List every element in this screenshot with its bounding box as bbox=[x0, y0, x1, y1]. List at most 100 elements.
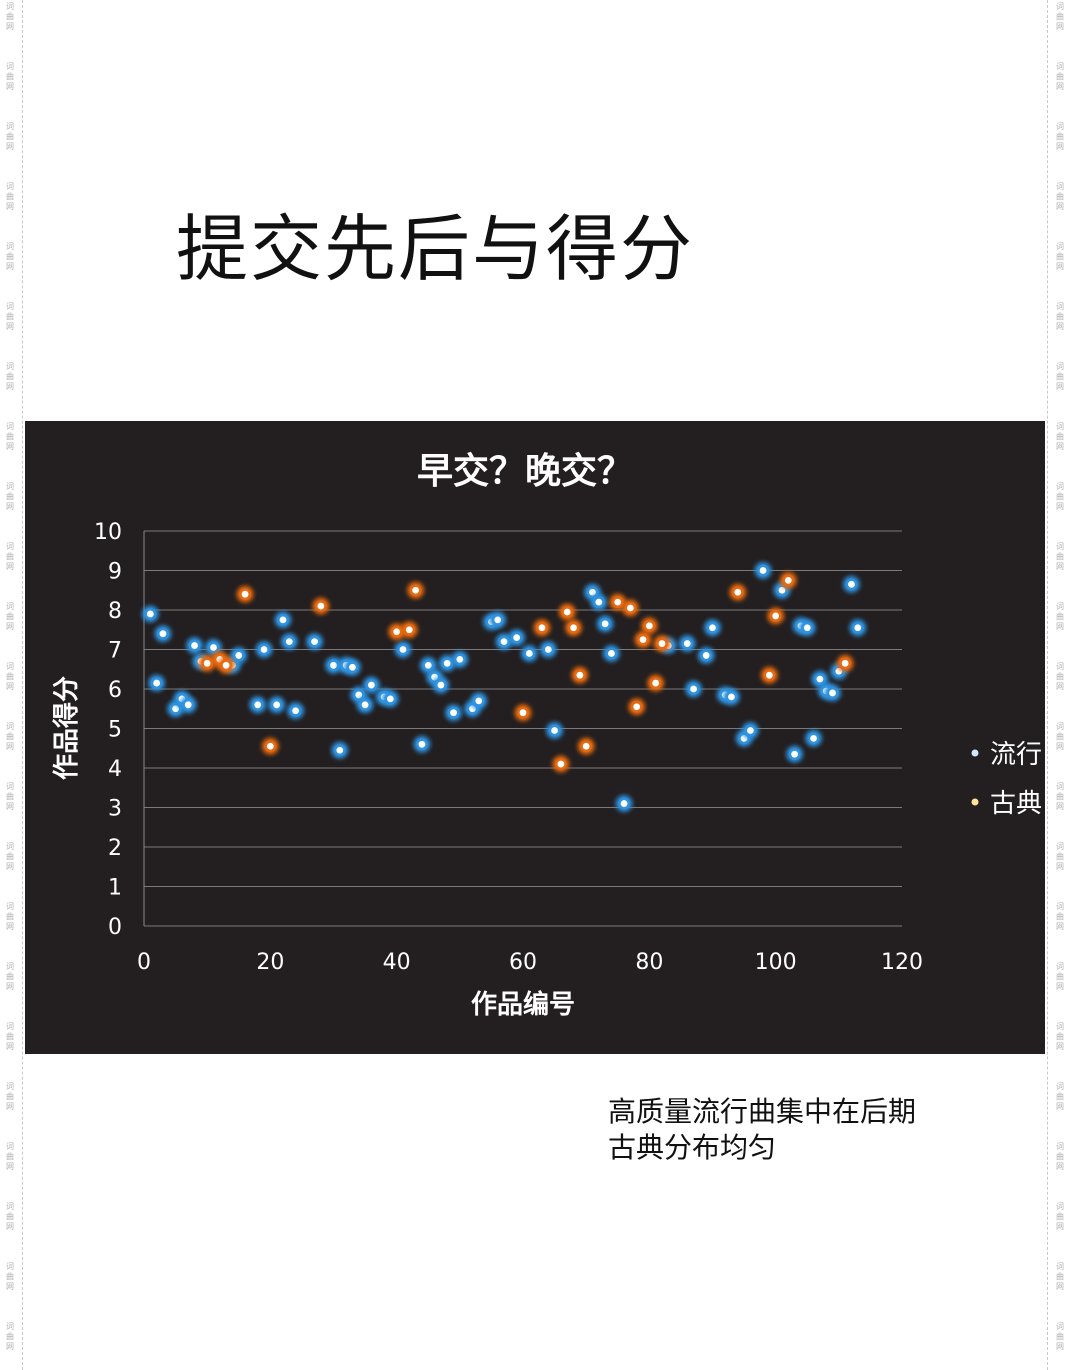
scatter-point bbox=[154, 625, 172, 643]
scatter-point bbox=[394, 641, 412, 658]
scatter-point bbox=[407, 581, 425, 599]
watermark-stamp: 词曲网 bbox=[1056, 182, 1064, 211]
y-tick-label: 2 bbox=[108, 836, 122, 861]
scatter-point bbox=[280, 633, 298, 651]
scatter-point bbox=[704, 619, 721, 637]
scatter-point bbox=[647, 674, 665, 692]
watermark-stamp: 词曲网 bbox=[6, 902, 14, 931]
right-page-edge bbox=[1047, 0, 1070, 1370]
x-tick-label: 20 bbox=[256, 950, 284, 975]
watermark-stamp: 词曲网 bbox=[1056, 722, 1064, 751]
watermark-stamp: 词曲网 bbox=[1056, 962, 1064, 991]
watermark-stamp: 词曲网 bbox=[1056, 1142, 1064, 1171]
scatter-point bbox=[615, 795, 633, 813]
x-tick-label: 120 bbox=[881, 950, 923, 975]
watermark-stamp: 词曲网 bbox=[1056, 1202, 1064, 1231]
watermark-stamp: 词曲网 bbox=[6, 842, 14, 871]
caption-line-1: 高质量流行曲集中在后期 bbox=[608, 1095, 917, 1128]
caption-line-2: 古典分布均匀 bbox=[608, 1131, 777, 1164]
scatter-point bbox=[470, 692, 488, 710]
watermark-stamp: 词曲网 bbox=[6, 602, 14, 631]
scatter-point bbox=[261, 737, 279, 755]
scatter-point bbox=[685, 680, 703, 698]
y-tick-label: 7 bbox=[108, 639, 122, 664]
watermark-stamp: 词曲网 bbox=[1056, 1262, 1064, 1291]
watermark-stamp: 词曲网 bbox=[6, 1082, 14, 1111]
scatter-point bbox=[678, 635, 696, 653]
y-tick-label: 4 bbox=[108, 757, 122, 782]
watermark-stamp: 词曲网 bbox=[6, 62, 14, 91]
watermark-stamp: 词曲网 bbox=[6, 1202, 14, 1231]
series-classical bbox=[198, 571, 854, 773]
legend-marker bbox=[971, 749, 979, 757]
scatter-point bbox=[356, 696, 374, 714]
watermark-stamp: 词曲网 bbox=[6, 2, 14, 31]
watermark-stamp: 词曲网 bbox=[1056, 1082, 1064, 1111]
scatter-point bbox=[602, 644, 620, 662]
watermark-stamp: 词曲网 bbox=[1056, 662, 1064, 691]
scatter-point bbox=[571, 666, 589, 684]
y-tick-label: 3 bbox=[108, 797, 122, 822]
scatter-point bbox=[312, 597, 330, 615]
series-pop bbox=[141, 562, 867, 813]
scatter-point bbox=[432, 676, 450, 694]
scatter-point bbox=[533, 619, 551, 637]
watermark-stamp: 词曲网 bbox=[6, 362, 14, 391]
scatter-point bbox=[141, 605, 159, 623]
scatter-point bbox=[413, 735, 431, 753]
watermark-stamp: 词曲网 bbox=[1056, 602, 1064, 631]
watermark-stamp: 词曲网 bbox=[1056, 482, 1064, 511]
page-title: 提交先后与得分 bbox=[176, 207, 695, 291]
y-axis-title: 作品得分 bbox=[52, 676, 82, 780]
scatter-point bbox=[628, 698, 646, 716]
scatter-point bbox=[236, 585, 254, 603]
scatter-point bbox=[388, 623, 406, 641]
scatter-point bbox=[741, 721, 759, 739]
legend-item-classical: 古典 bbox=[971, 789, 1042, 819]
watermark-stamp: 词曲网 bbox=[6, 1262, 14, 1291]
scatter-point bbox=[609, 593, 627, 611]
scatter-point bbox=[179, 696, 197, 714]
scatter-point bbox=[805, 729, 823, 747]
y-tick-label: 5 bbox=[108, 718, 122, 743]
watermark-stamp: 词曲网 bbox=[6, 1322, 14, 1351]
scatter-point bbox=[520, 644, 538, 662]
legend-item-pop: 流行 bbox=[971, 740, 1042, 770]
watermark-stamp: 词曲网 bbox=[6, 422, 14, 451]
scatter-point bbox=[577, 737, 595, 755]
watermark-stamp: 词曲网 bbox=[6, 122, 14, 151]
watermark-stamp: 词曲网 bbox=[6, 962, 14, 991]
scatter-point bbox=[274, 611, 292, 629]
scatter-point bbox=[640, 617, 658, 635]
scatter-point bbox=[634, 631, 652, 649]
y-tick-label: 9 bbox=[108, 560, 122, 585]
y-tick-label: 8 bbox=[108, 599, 122, 624]
scatter-point bbox=[621, 599, 639, 617]
x-tick-label: 60 bbox=[509, 950, 537, 975]
scatter-point bbox=[767, 607, 785, 625]
scatter-point bbox=[489, 611, 507, 629]
watermark-stamp: 词曲网 bbox=[1056, 362, 1064, 391]
scatter-point bbox=[148, 674, 166, 692]
scatter-point bbox=[552, 755, 570, 773]
watermark-stamp: 词曲网 bbox=[6, 302, 14, 331]
x-tick-label: 100 bbox=[755, 950, 797, 975]
watermark-stamp: 词曲网 bbox=[1056, 542, 1064, 571]
watermark-stamp: 词曲网 bbox=[1056, 902, 1064, 931]
scatter-point bbox=[514, 704, 532, 722]
data-points bbox=[141, 562, 867, 813]
scatter-point bbox=[836, 654, 854, 672]
watermark-stamp: 词曲网 bbox=[6, 1022, 14, 1051]
scatter-point bbox=[381, 690, 399, 708]
scatter-point bbox=[779, 571, 797, 589]
watermark-stamp: 词曲网 bbox=[6, 482, 14, 511]
scatter-point bbox=[362, 676, 380, 694]
x-tick-label: 80 bbox=[635, 950, 663, 975]
scatter-point bbox=[400, 621, 418, 639]
watermark-stamp: 词曲网 bbox=[1056, 302, 1064, 331]
watermark-stamp: 词曲网 bbox=[1056, 122, 1064, 151]
watermark-stamp: 词曲网 bbox=[6, 1142, 14, 1171]
y-tick-label: 10 bbox=[94, 520, 122, 545]
